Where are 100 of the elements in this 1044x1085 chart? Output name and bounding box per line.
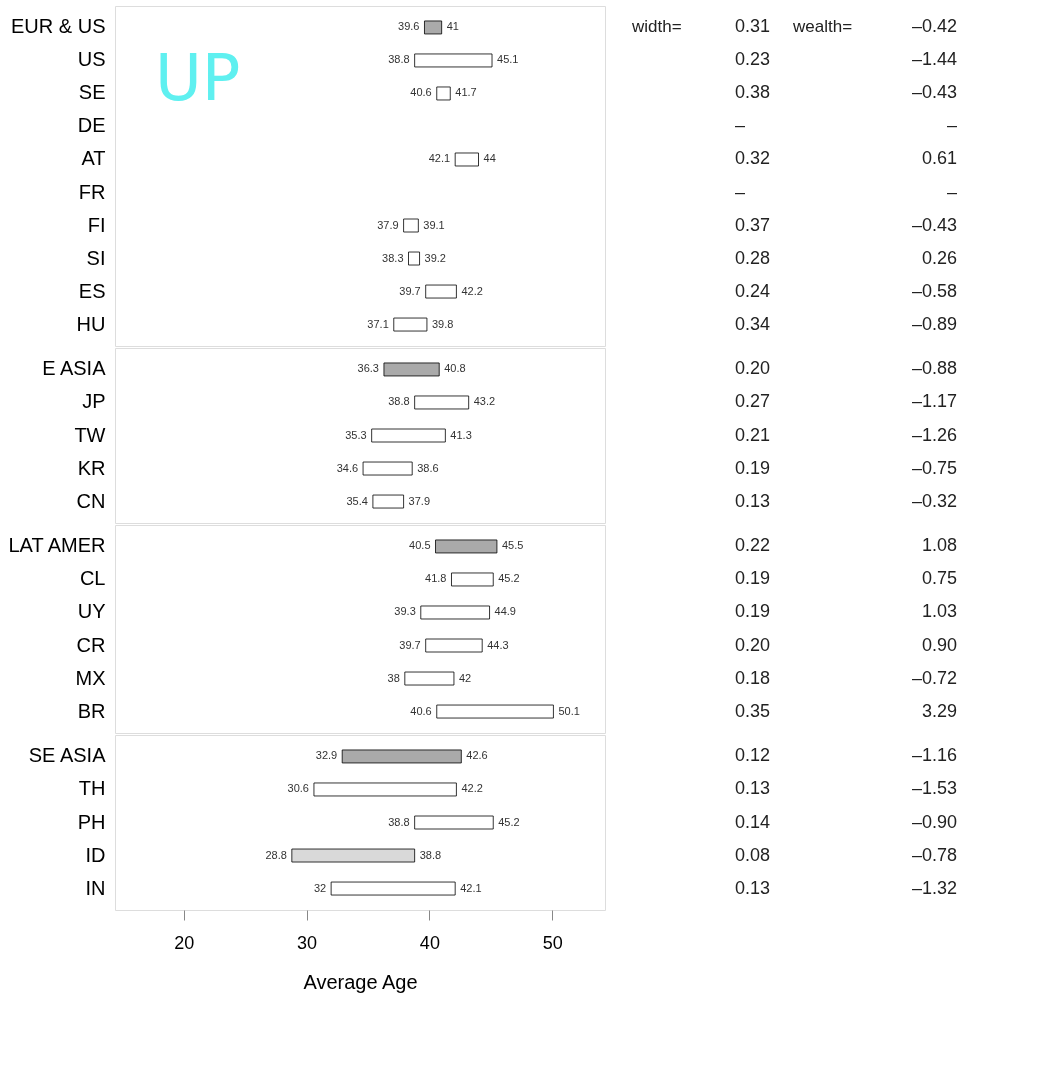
text: 0.24 (735, 280, 771, 301)
annotation: 35.3 (345, 428, 367, 441)
text: 0.32 (735, 148, 771, 169)
text: 0.13 (735, 778, 771, 799)
annotation: 34.6 (336, 461, 359, 474)
annotation: 42.1 (428, 152, 451, 165)
x-axis-title: Average Age (303, 970, 418, 993)
text: – (735, 181, 746, 202)
annotation: 40.6 (410, 86, 432, 99)
y-tick-label: FR (78, 180, 106, 203)
annotation: 45.2 (498, 815, 520, 828)
y-tick-label: US (77, 48, 106, 71)
annotation: 28.8 (265, 848, 287, 861)
annotation: 32.9 (315, 749, 338, 762)
y-tick-label: BR (77, 699, 106, 722)
annotation: 41.7 (455, 86, 477, 99)
annotation: 39.7 (399, 638, 421, 651)
text: 3.29 (921, 700, 957, 721)
annotation: 40.8 (444, 362, 466, 375)
x-tick-label: 30 (297, 932, 318, 953)
bar (424, 20, 443, 35)
y-tick-label: HU (76, 312, 106, 335)
annotation: 37.9 (377, 218, 399, 231)
annotation: 32 (313, 881, 327, 894)
text: 0.13 (735, 490, 771, 511)
text: 0.27 (735, 391, 771, 412)
bar (414, 815, 494, 830)
annotation: 38.8 (388, 815, 410, 828)
text: 0.90 (921, 634, 957, 655)
bar (371, 428, 446, 443)
text: –0.58 (911, 280, 957, 301)
annotation: 35.4 (346, 494, 368, 507)
text: 0.12 (735, 745, 771, 766)
text: –1.17 (911, 391, 957, 412)
text: – (946, 181, 957, 202)
annotation: 41.3 (450, 428, 472, 441)
bar (436, 86, 451, 101)
bar (425, 638, 483, 653)
bar (420, 605, 490, 620)
x-tick-label: 20 (174, 932, 195, 953)
annotation: 37.1 (367, 317, 389, 330)
text: –0.88 (911, 358, 957, 379)
y-tick-label: PH (77, 810, 106, 833)
y-tick-label: SE ASIA (28, 744, 107, 767)
text: 0.61 (921, 148, 957, 169)
text: 0.19 (735, 601, 771, 622)
bar (362, 461, 413, 476)
bar (408, 251, 420, 266)
annotation: 45.5 (501, 539, 524, 552)
y-tick-label: ES (78, 279, 106, 302)
bar (451, 572, 494, 587)
annotation: 40.5 (409, 539, 431, 552)
annotation: 43.2 (473, 395, 496, 408)
annotation: 39.8 (431, 317, 454, 330)
text: –0.78 (911, 844, 957, 865)
y-tick-label: KR (77, 456, 106, 479)
text: –0.89 (911, 313, 957, 334)
text: –1.26 (911, 424, 957, 445)
text: –1.44 (911, 49, 957, 70)
annotation: 40.6 (410, 704, 432, 717)
text: 0.20 (735, 358, 771, 379)
annotation: 44.9 (494, 605, 516, 618)
y-tick-label: AT (81, 147, 106, 170)
bar (403, 218, 419, 233)
y-tick-label: SI (86, 246, 106, 269)
bar (414, 395, 470, 410)
y-tick-label: TW (74, 423, 106, 446)
y-tick-label: UY (77, 600, 106, 623)
bar (425, 284, 457, 299)
annotation: 45.2 (498, 572, 520, 585)
text: 0.35 (735, 700, 771, 721)
bar (330, 881, 456, 896)
annotation: 30.6 (287, 782, 309, 795)
annotation: 38.3 (382, 251, 404, 264)
annotation: 41 (446, 20, 459, 33)
text: 0.19 (735, 568, 771, 589)
bar (313, 782, 457, 797)
text: wealth= (792, 17, 853, 37)
annotation: 38.6 (417, 461, 439, 474)
y-tick-label: IN (85, 876, 106, 899)
text: – (946, 115, 957, 136)
y-tick-label: SE (78, 81, 106, 104)
annotation: 50.1 (558, 704, 580, 717)
text: –1.16 (911, 745, 957, 766)
annotation: 45.1 (497, 53, 519, 66)
text: 0.13 (735, 877, 771, 898)
bar (383, 362, 440, 377)
text: 0.75 (921, 568, 957, 589)
annotation: 42.6 (466, 749, 488, 762)
text: –1.53 (911, 778, 957, 799)
text: –0.72 (911, 667, 957, 688)
bar (341, 749, 462, 764)
text: 0.18 (735, 667, 771, 688)
text: width= (631, 17, 682, 37)
y-tick-label: FI (87, 213, 106, 236)
bar (404, 671, 455, 686)
text: –0.75 (911, 457, 957, 478)
text: 0.14 (735, 811, 771, 832)
bar (291, 848, 416, 863)
y-tick-label: E ASIA (42, 357, 107, 380)
